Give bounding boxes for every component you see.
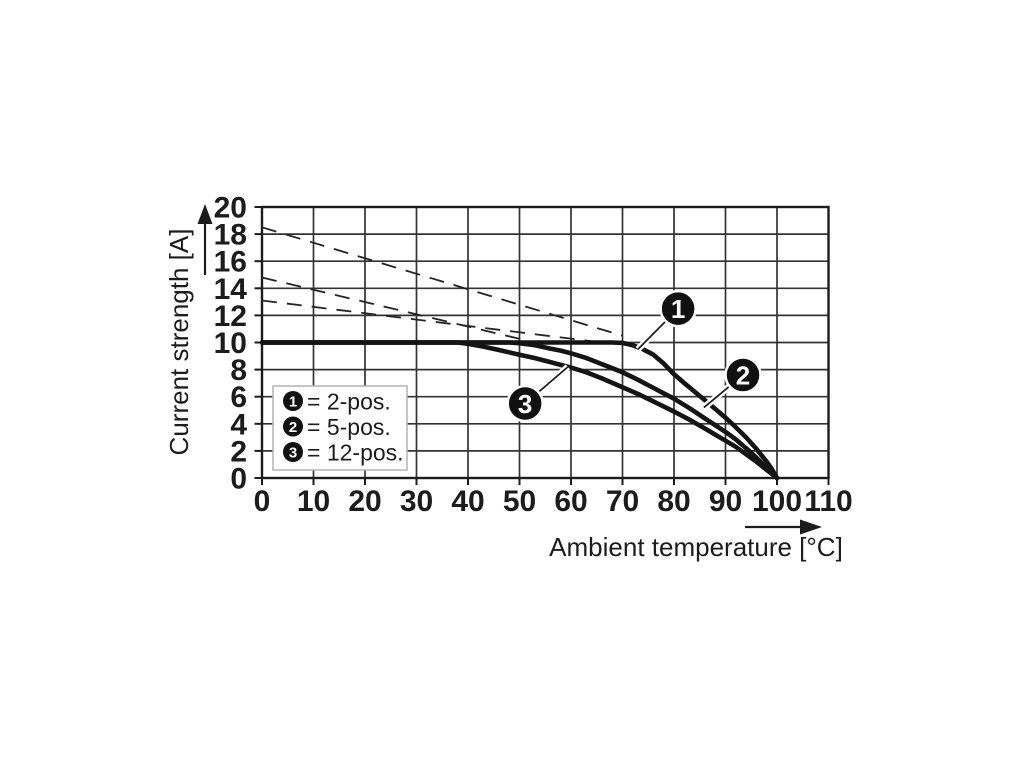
tick-label: 2 [230, 435, 247, 468]
legend-label: = 5-pos. [307, 414, 391, 440]
legend-marker [283, 442, 303, 462]
tick-label: 8 [230, 354, 247, 387]
legend-marker-number: 2 [289, 419, 297, 436]
callout-marker [506, 384, 544, 423]
legend-label: = 12-pos. [307, 440, 404, 466]
legend-marker-number: 1 [289, 394, 297, 411]
tick-label: 6 [230, 381, 247, 414]
legend-marker-number: 3 [289, 445, 297, 462]
derating-curve [259, 340, 780, 481]
tick-label: 4 [230, 408, 247, 441]
tick-label: 10 [214, 327, 247, 360]
callout-number: 2 [736, 361, 750, 391]
callout-marker [659, 289, 697, 328]
current-axis-title: Current strength [A] [164, 229, 194, 456]
tick-label: 70 [606, 485, 639, 518]
tick-label: 20 [348, 485, 381, 518]
tick-label: 10 [297, 485, 330, 518]
derating-dashed-line [261, 276, 536, 344]
derating-dashed-line [261, 226, 623, 337]
derating-curves [259, 340, 780, 481]
current-axis-arrow-icon [197, 204, 213, 275]
temperature-axis-title: Ambient temperature [°C] [549, 532, 843, 562]
tick-labels: 0 10 20 30 40 50 60 70 80 90 100 110024681012141618… [214, 192, 853, 519]
callout-number: 3 [518, 389, 532, 419]
tick-label: 50 [503, 485, 536, 518]
tick-label: 20 [214, 192, 247, 225]
curve-callouts: 1 2 3 [506, 289, 762, 423]
tick-label: 18 [214, 219, 247, 252]
tick-label: 16 [214, 246, 247, 279]
tick-label: 90 [709, 485, 742, 518]
derating-curve [259, 340, 780, 481]
tick-label: 60 [554, 485, 587, 518]
legend-marker [283, 391, 303, 411]
tick-label: 14 [214, 273, 248, 306]
tick-label: 100 [752, 485, 802, 518]
tick-label: 30 [400, 485, 433, 518]
tick-label: 0 [254, 485, 271, 518]
derating-dashed-line [261, 299, 603, 344]
tick-label: 40 [451, 485, 484, 518]
tick-label: 110 [804, 485, 852, 518]
dashed-derating-lines [261, 226, 623, 344]
legend: 1 = 2-pos. 2 = 5-pos. 3 = 12-pos. [272, 385, 408, 471]
tick-label: 12 [214, 300, 247, 333]
derating-curve [259, 340, 780, 481]
legend-label: = 2-pos. [307, 389, 391, 415]
callout-number: 1 [671, 294, 685, 324]
tick-label: 80 [657, 485, 690, 518]
tick-label: 0 [230, 463, 247, 496]
legend-marker [283, 416, 303, 437]
callout-marker [724, 356, 762, 394]
legend-items: 1 = 2-pos. 2 = 5-pos. 3 = 12-pos. [283, 389, 404, 466]
temperature-axis-arrow-icon [745, 519, 822, 535]
